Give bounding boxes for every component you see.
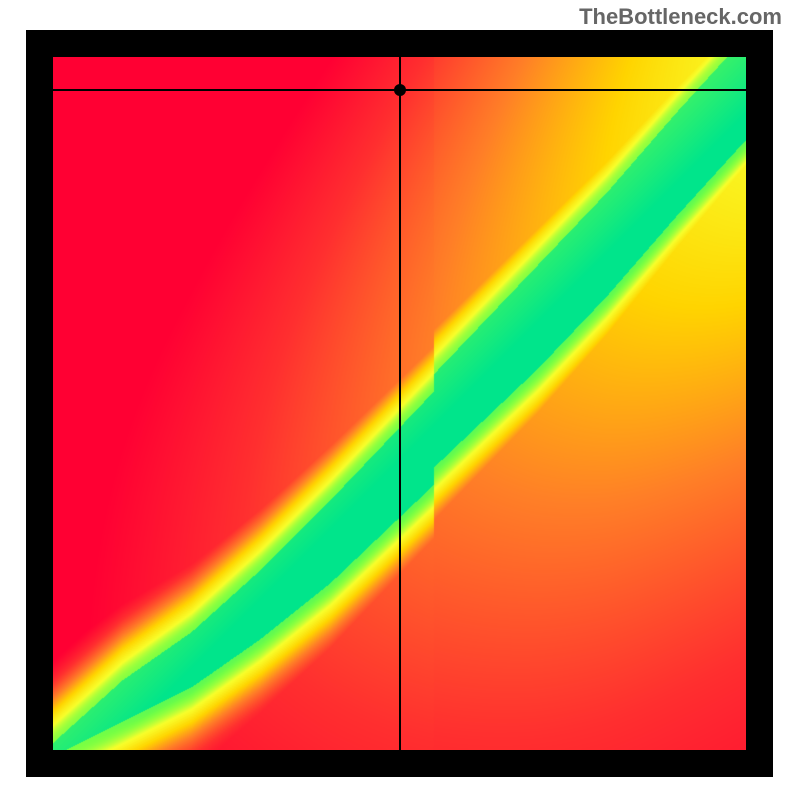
chart-border-segment (746, 30, 773, 777)
watermark-text: TheBottleneck.com (579, 4, 782, 30)
chart-border-segment (26, 30, 53, 777)
chart-border-segment (26, 750, 773, 777)
chart-stage (26, 30, 773, 777)
crosshair-vertical (399, 57, 401, 750)
page-container: TheBottleneck.com (0, 0, 800, 800)
chart-border-segment (26, 30, 773, 57)
marker-dot (394, 84, 406, 96)
